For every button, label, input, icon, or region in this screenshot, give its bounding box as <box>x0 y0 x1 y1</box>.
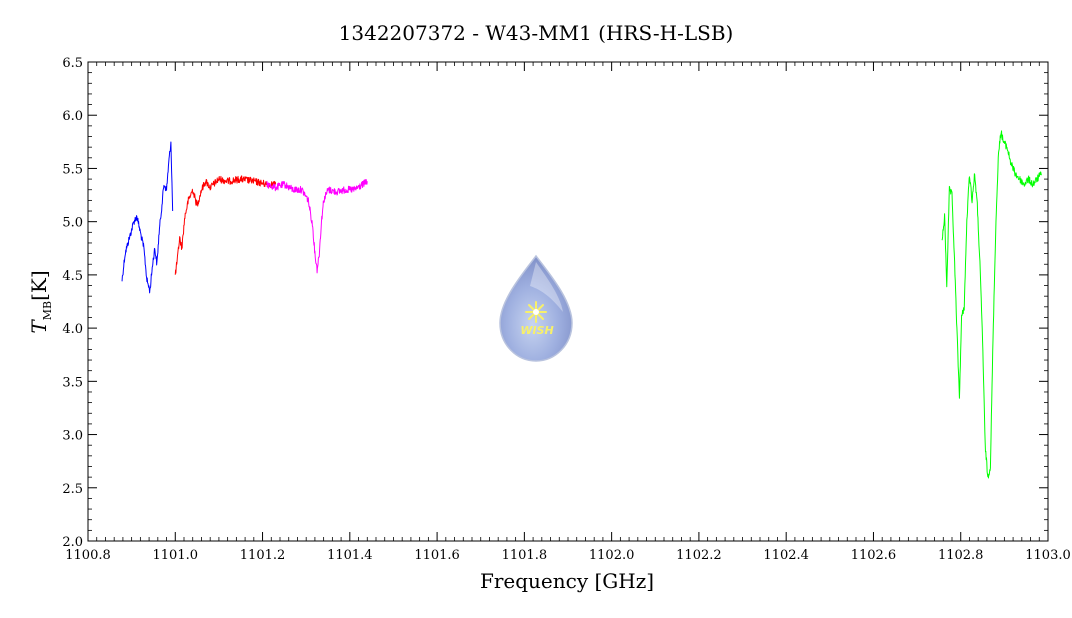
plot-frame <box>87 61 1049 542</box>
y-tick-label: 4.0 <box>62 322 83 337</box>
y-tick-label: 3.5 <box>62 375 83 390</box>
x-tick-label: 1103.0 <box>1025 548 1071 563</box>
x-tick-label: 1101.4 <box>327 548 373 563</box>
chart-title: 1342207372 - W43-MM1 (HRS-H-LSB) <box>339 21 734 45</box>
y-tick-label: 5.0 <box>62 216 83 231</box>
wish-logo: WISH <box>499 254 573 362</box>
y-axis-unit: [K] <box>27 270 51 301</box>
y-axis-subscript: MB <box>41 301 54 320</box>
x-tick-label: 1102.2 <box>676 548 722 563</box>
y-tick-labels: 2.0 2.5 3.0 3.5 4.0 4.5 5.0 5.5 6.0 6.5 <box>62 56 83 550</box>
axis-ticks <box>87 61 1049 542</box>
series-line-1 <box>121 141 174 294</box>
y-tick-label: 6.0 <box>62 109 83 124</box>
x-tick-label: 1101.2 <box>240 548 286 563</box>
x-tick-label: 1102.0 <box>589 548 635 563</box>
y-axis-symbol: T <box>27 319 51 334</box>
y-tick-label: 4.5 <box>62 269 83 284</box>
x-tick-label: 1102.6 <box>851 548 897 563</box>
logo-text: WISH <box>520 324 553 337</box>
star-core <box>533 309 539 315</box>
series-layer <box>121 130 1042 479</box>
series-line-2 <box>174 175 277 275</box>
x-tick-label: 1102.4 <box>763 548 809 563</box>
series-line-4 <box>941 130 1042 479</box>
x-tick-labels: 1100.8 1101.0 1101.2 1101.4 1101.6 1101.8 1102… <box>65 548 1071 563</box>
y-axis-title: TMB[K] <box>27 270 54 333</box>
water-drop-highlight <box>530 262 563 312</box>
y-tick-label: 5.5 <box>62 162 83 177</box>
y-tick-label: 2.5 <box>62 482 83 497</box>
x-tick-label: 1102.8 <box>938 548 984 563</box>
x-axis-title: Frequency [GHz] <box>480 569 654 593</box>
x-tick-label: 1100.8 <box>65 548 111 563</box>
y-tick-label: 2.0 <box>62 535 83 550</box>
y-tick-label: 3.0 <box>62 429 83 444</box>
x-tick-label: 1101.6 <box>414 548 460 563</box>
x-tick-label: 1101.8 <box>502 548 548 563</box>
y-tick-label: 6.5 <box>62 56 83 71</box>
x-tick-label: 1101.0 <box>153 548 199 563</box>
series-line-3 <box>266 179 368 274</box>
